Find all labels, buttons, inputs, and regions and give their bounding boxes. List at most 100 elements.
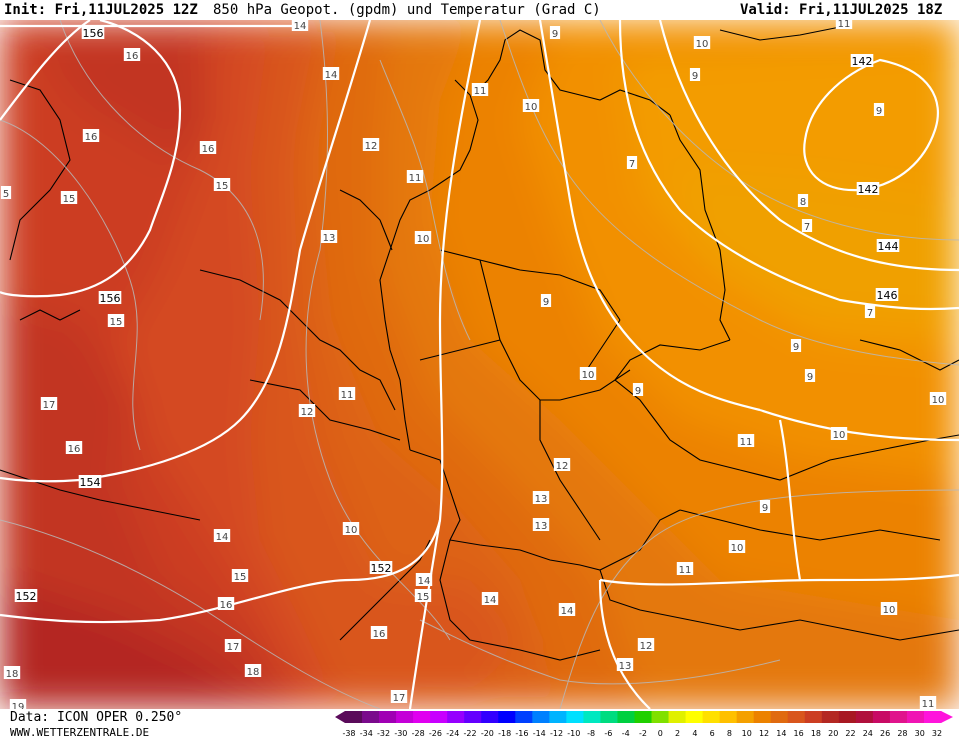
label-box bbox=[107, 314, 125, 327]
label-text: 14 bbox=[216, 532, 229, 543]
label-box bbox=[676, 562, 694, 575]
label-box bbox=[370, 626, 388, 639]
label-box bbox=[390, 690, 408, 703]
label-box bbox=[3, 666, 21, 679]
label-text: 9 bbox=[793, 342, 799, 353]
label-box bbox=[123, 48, 141, 61]
colorbar-segment bbox=[702, 711, 721, 723]
colorbar-tick-label: -14 bbox=[533, 729, 546, 738]
label-text: 16 bbox=[126, 51, 139, 62]
label-box bbox=[199, 141, 217, 154]
colorbar-tick-label: -8 bbox=[587, 729, 595, 738]
label-box bbox=[78, 475, 102, 488]
temperature-label: 15 bbox=[414, 589, 432, 603]
label-box bbox=[81, 26, 105, 39]
label-text: 13 bbox=[535, 521, 548, 532]
temperature-label: 16 bbox=[65, 441, 83, 455]
label-text: 10 bbox=[731, 543, 744, 554]
label-box bbox=[406, 170, 424, 183]
colorbar-tick-label: -4 bbox=[622, 729, 630, 738]
label-text: 11 bbox=[474, 86, 487, 97]
label-box bbox=[362, 138, 380, 151]
label-box bbox=[98, 291, 122, 304]
colorbar-segment bbox=[736, 711, 755, 723]
label-box bbox=[213, 529, 231, 542]
label-text: 16 bbox=[202, 144, 215, 155]
colorbar-segment bbox=[396, 711, 414, 723]
temperature-label: 11 bbox=[471, 83, 489, 97]
label-box bbox=[856, 182, 880, 195]
label-text: 14 bbox=[294, 21, 307, 32]
label-box bbox=[689, 68, 701, 81]
geopotential-label: 142 bbox=[850, 54, 874, 68]
label-box bbox=[213, 178, 231, 191]
map-title: 850 hPa Geopot. (gpdm) und Temperatur (G… bbox=[213, 2, 601, 18]
colorbar-tick-label: -34 bbox=[360, 729, 373, 738]
colorbar-segment bbox=[345, 711, 363, 723]
temperature-label: 17 bbox=[224, 639, 242, 653]
label-box bbox=[471, 83, 489, 96]
label-box bbox=[850, 54, 874, 67]
colorbar-segment bbox=[583, 711, 601, 723]
label-box bbox=[40, 397, 58, 410]
colorbar-segment bbox=[719, 711, 738, 723]
label-box bbox=[0, 186, 12, 199]
label-text: 9 bbox=[543, 297, 549, 308]
temperature-label: 14 bbox=[322, 67, 340, 81]
label-box bbox=[298, 404, 316, 417]
label-box bbox=[231, 569, 249, 582]
label-text: 16 bbox=[68, 444, 81, 455]
label-box bbox=[880, 602, 898, 615]
colorbar-segment bbox=[855, 711, 874, 723]
label-text: 9 bbox=[876, 106, 882, 117]
temperature-label: 9 bbox=[549, 26, 561, 40]
geopotential-label: 156 bbox=[81, 26, 105, 40]
label-box bbox=[616, 658, 634, 671]
temperature-label: 16 bbox=[199, 141, 217, 155]
colorbar-segment bbox=[549, 711, 567, 723]
geopotential-label: 156 bbox=[98, 291, 122, 305]
label-box bbox=[244, 664, 262, 677]
label-text: 18 bbox=[247, 667, 260, 678]
label-text: 10 bbox=[833, 430, 846, 441]
colorbar-tick-label: 30 bbox=[915, 729, 925, 738]
colorbar-tick-label: -6 bbox=[604, 729, 612, 738]
colorbar-tick-label: 10 bbox=[742, 729, 752, 738]
colorbar-segment bbox=[668, 711, 687, 723]
temperature-label: 14 bbox=[291, 20, 309, 32]
label-text: 13 bbox=[323, 233, 336, 244]
temperature-label: 13 bbox=[320, 230, 338, 244]
colorbar-tick-label: 4 bbox=[692, 729, 697, 738]
label-box bbox=[864, 305, 876, 318]
label-text: 15 bbox=[417, 592, 430, 603]
colorbar-segment bbox=[872, 711, 891, 723]
contour-labels: 156 156 154 152 152 142 142 144 146 14 16 14 16 16 15 1… bbox=[0, 20, 947, 709]
label-text: 8 bbox=[800, 197, 806, 208]
label-text: 10 bbox=[932, 395, 945, 406]
label-text: 7 bbox=[867, 308, 873, 319]
colorbar-tick-label: 12 bbox=[759, 729, 769, 738]
temperature-label: 11 bbox=[338, 387, 356, 401]
label-box bbox=[414, 231, 432, 244]
colorbar-tick-label: 8 bbox=[727, 729, 732, 738]
label-text: 12 bbox=[556, 461, 569, 472]
temperature-label: 17 bbox=[40, 397, 58, 411]
label-text: 10 bbox=[345, 525, 358, 536]
temperature-label: 9 bbox=[790, 339, 802, 353]
label-text: 16 bbox=[373, 629, 386, 640]
temperature-label: 10 bbox=[693, 36, 711, 50]
label-text: 19 bbox=[12, 702, 25, 709]
label-box bbox=[728, 540, 746, 553]
label-box bbox=[929, 392, 947, 405]
label-box bbox=[626, 156, 638, 169]
label-text: 10 bbox=[582, 370, 595, 381]
label-box bbox=[637, 638, 655, 651]
temperature-label: 13 bbox=[532, 518, 550, 532]
colorbar-segment bbox=[379, 711, 397, 723]
label-box bbox=[876, 239, 900, 252]
label-box bbox=[875, 288, 899, 301]
colorbar-segment bbox=[838, 711, 857, 723]
label-text: 144 bbox=[878, 240, 899, 253]
label-text: 13 bbox=[535, 494, 548, 505]
